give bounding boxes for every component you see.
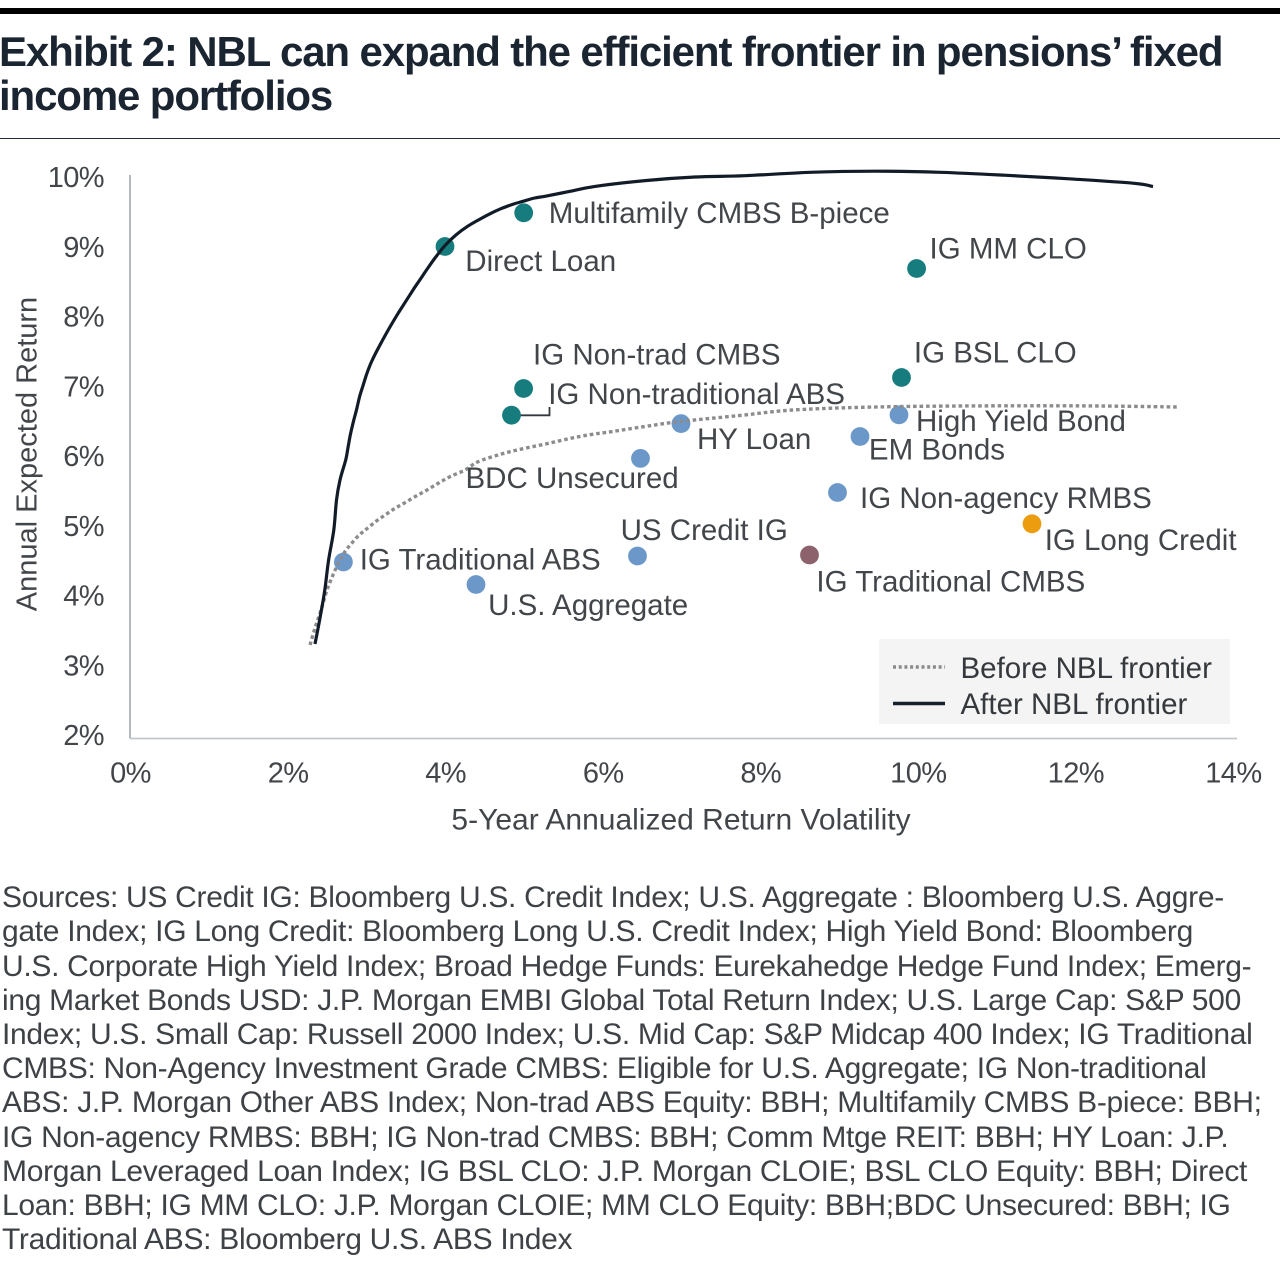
svg-text:4%: 4% <box>63 581 104 613</box>
svg-text:10%: 10% <box>890 758 946 790</box>
svg-text:IG Traditional CMBS: IG Traditional CMBS <box>816 565 1085 598</box>
svg-text:Multifamily CMBS B-piece: Multifamily CMBS B-piece <box>549 197 890 230</box>
svg-text:EM Bonds: EM Bonds <box>869 434 1005 467</box>
svg-text:5%: 5% <box>63 511 104 543</box>
svg-text:Before NBL frontier: Before NBL frontier <box>961 652 1213 685</box>
svg-text:IG Traditional ABS: IG Traditional ABS <box>360 544 601 577</box>
svg-text:6%: 6% <box>583 758 624 790</box>
svg-text:BDC Unsecured: BDC Unsecured <box>466 462 679 495</box>
svg-text:8%: 8% <box>63 302 104 334</box>
svg-text:2%: 2% <box>63 720 104 752</box>
svg-text:HY Loan: HY Loan <box>697 423 811 456</box>
svg-text:5-Year Annualized Return Volat: 5-Year Annualized Return Volatility <box>451 804 910 837</box>
svg-text:IG Long Credit: IG Long Credit <box>1045 524 1237 557</box>
svg-text:Annual Expected Return: Annual Expected Return <box>12 297 44 611</box>
svg-text:IG MM CLO: IG MM CLO <box>930 233 1087 266</box>
svg-text:2%: 2% <box>268 758 309 790</box>
svg-text:After NBL frontier: After NBL frontier <box>961 688 1188 721</box>
svg-text:12%: 12% <box>1048 758 1104 790</box>
svg-text:U.S. Aggregate: U.S. Aggregate <box>488 589 688 622</box>
svg-text:Direct Loan: Direct Loan <box>465 245 616 278</box>
svg-text:7%: 7% <box>63 371 104 403</box>
svg-text:IG Non-trad CMBS: IG Non-trad CMBS <box>533 339 781 372</box>
svg-text:High Yield Bond: High Yield Bond <box>916 405 1126 438</box>
svg-text:9%: 9% <box>63 232 104 264</box>
svg-text:IG Non-agency RMBS: IG Non-agency RMBS <box>860 482 1152 515</box>
svg-text:14%: 14% <box>1205 758 1261 790</box>
svg-text:10%: 10% <box>48 162 104 194</box>
svg-text:IG Non-traditional ABS: IG Non-traditional ABS <box>548 378 845 411</box>
svg-text:8%: 8% <box>740 758 781 790</box>
svg-text:0%: 0% <box>110 758 151 790</box>
svg-text:IG BSL CLO: IG BSL CLO <box>914 337 1077 370</box>
svg-text:4%: 4% <box>425 758 466 790</box>
svg-text:6%: 6% <box>63 441 104 473</box>
svg-text:US Credit IG: US Credit IG <box>621 514 788 547</box>
svg-text:3%: 3% <box>63 650 104 682</box>
